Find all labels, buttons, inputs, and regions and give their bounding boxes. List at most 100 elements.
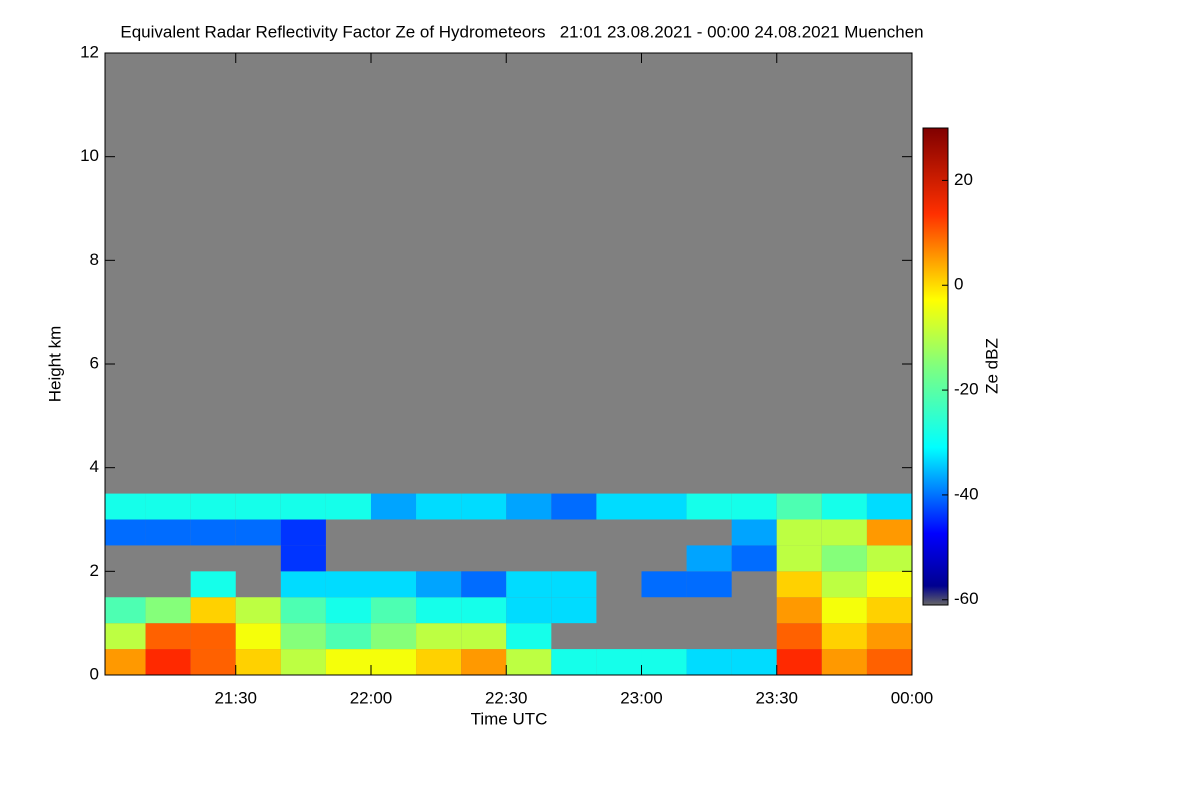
- heatmap-cell: [776, 519, 822, 546]
- heatmap-cell: [105, 649, 146, 675]
- heatmap-cell: [641, 493, 687, 520]
- heatmap-cell: [821, 519, 867, 546]
- heatmap-cell: [416, 649, 462, 675]
- y-tick-label: 0: [90, 664, 99, 683]
- heatmap-cell: [370, 571, 417, 598]
- heatmap-cell: [280, 597, 326, 624]
- heatmap-cell: [235, 519, 281, 546]
- y-tick-label: 12: [80, 42, 99, 61]
- heatmap-cell: [280, 519, 326, 546]
- heatmap-cell: [370, 623, 417, 650]
- heatmap-cell: [686, 571, 732, 598]
- heatmap-cell: [686, 649, 732, 675]
- heatmap-cell: [235, 623, 281, 650]
- y-tick-label: 2: [90, 561, 99, 580]
- heatmap-cell: [776, 597, 822, 624]
- colorbar-tick-label: 20: [954, 170, 973, 189]
- heatmap-cell: [551, 493, 597, 520]
- heatmap-cell: [416, 623, 462, 650]
- heatmap-cell: [280, 623, 326, 650]
- heatmap-cell: [641, 571, 687, 598]
- x-tick-label: 23:00: [620, 688, 663, 707]
- heatmap-cell: [866, 545, 912, 572]
- heatmap-cell: [461, 571, 507, 598]
- heatmap-cell: [866, 571, 912, 598]
- heatmap-cell: [105, 519, 146, 546]
- heatmap-cell: [731, 519, 777, 546]
- y-tick-label: 8: [90, 250, 99, 269]
- heatmap-cell: [190, 623, 236, 650]
- heatmap-cell: [325, 597, 372, 624]
- heatmap-cell: [190, 519, 236, 546]
- heatmap-cell: [325, 623, 372, 650]
- heatmap-cell: [551, 597, 597, 624]
- heatmap-cell: [105, 493, 146, 520]
- y-axis-label: Height km: [45, 326, 64, 403]
- heatmap-cell: [866, 623, 912, 650]
- heatmap-cell: [235, 597, 281, 624]
- heatmap-cell: [190, 597, 236, 624]
- heatmap-cell: [145, 649, 191, 675]
- heatmap-cell: [731, 493, 777, 520]
- heatmap-cell: [596, 649, 642, 675]
- heatmap-cell: [461, 649, 507, 675]
- colorbar: [922, 127, 949, 606]
- heatmap-cell: [821, 649, 867, 675]
- heatmap-cell: [145, 519, 191, 546]
- heatmap-cell: [596, 493, 642, 520]
- heatmap-cell: [461, 623, 507, 650]
- chart-title: Equivalent Radar Reflectivity Factor Ze …: [120, 22, 923, 41]
- heatmap-cell: [280, 571, 326, 598]
- colorbar-label: Ze dBZ: [982, 338, 1001, 394]
- heatmap-cell: [105, 597, 146, 624]
- heatmap-cell: [325, 571, 372, 598]
- x-axis-label: Time UTC: [471, 709, 548, 728]
- heatmap-cell: [145, 493, 191, 520]
- heatmap-cell: [325, 493, 372, 520]
- heatmap-cell: [461, 597, 507, 624]
- heatmap-cell: [280, 493, 326, 520]
- heatmap-cell: [506, 597, 552, 624]
- heatmap-cell: [506, 493, 552, 520]
- heatmap-cell: [506, 649, 552, 675]
- x-tick-label: 22:00: [350, 688, 393, 707]
- heatmap-cell: [235, 649, 281, 675]
- heatmap-cell: [866, 493, 912, 520]
- heatmap-cell: [370, 649, 417, 675]
- heatmap-cell: [686, 545, 732, 572]
- heatmap-cell: [461, 493, 507, 520]
- heatmap-cell: [370, 597, 417, 624]
- colorbar-tick-label: -20: [954, 380, 979, 399]
- heatmap-cell: [731, 649, 777, 675]
- heatmap-cell: [190, 571, 236, 598]
- heatmap-cell: [105, 623, 146, 650]
- colorbar-tick-label: -60: [954, 589, 979, 608]
- heatmap-cell: [866, 649, 912, 675]
- heatmap-cell: [190, 649, 236, 675]
- heatmap-cell: [821, 493, 867, 520]
- heatmap-cell: [821, 623, 867, 650]
- heatmap-cell: [416, 493, 462, 520]
- x-tick-label: 22:30: [485, 688, 528, 707]
- heatmap-cell: [280, 649, 326, 675]
- heatmap-cell: [776, 649, 822, 675]
- colorbar-tick-label: -40: [954, 484, 979, 503]
- heatmap-cell: [866, 597, 912, 624]
- heatmap-cell: [506, 623, 552, 650]
- heatmap-cell: [551, 649, 597, 675]
- heatmap-cell: [551, 571, 597, 598]
- heatmap-cell: [821, 571, 867, 598]
- heatmap-cell: [821, 545, 867, 572]
- y-tick-label: 4: [90, 457, 99, 476]
- heatmap-cell: [866, 519, 912, 546]
- y-tick-label: 10: [80, 146, 99, 165]
- heatmap-cell: [280, 545, 326, 572]
- heatmap-cell: [776, 623, 822, 650]
- heatmap-cell: [686, 493, 732, 520]
- heatmap-cell: [776, 493, 822, 520]
- heatmap-cell: [731, 545, 777, 572]
- colorbar-tick-label: 0: [954, 275, 963, 294]
- heatmap-cell: [145, 623, 191, 650]
- heatmap-cell: [641, 649, 687, 675]
- heatmap-cell: [325, 649, 372, 675]
